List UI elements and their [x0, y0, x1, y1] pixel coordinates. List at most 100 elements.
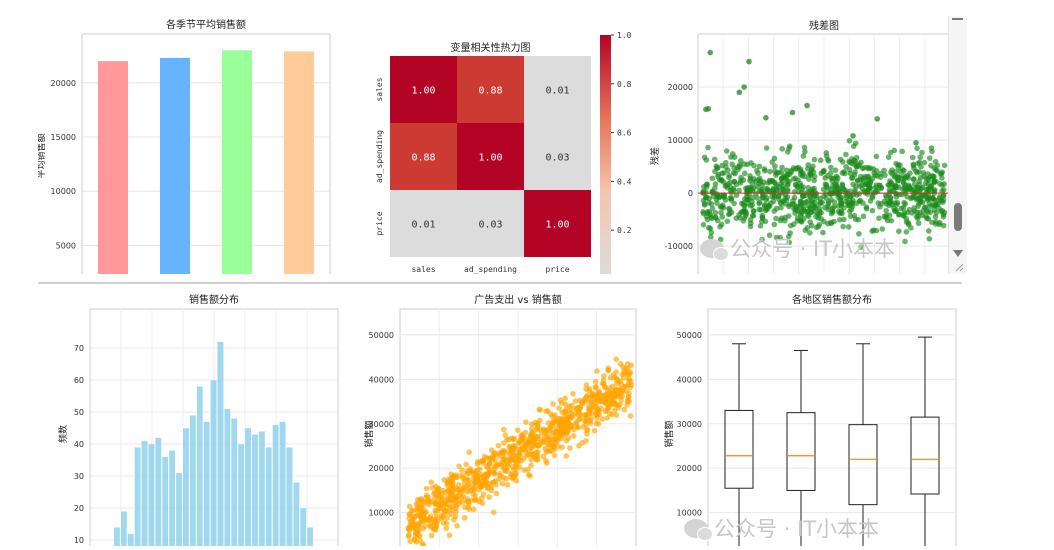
heatmap-cell [457, 123, 524, 190]
adspend-point [510, 456, 517, 462]
histogram-bar [154, 437, 162, 546]
residual-point [843, 151, 849, 158]
adspend-point [613, 356, 619, 362]
adspend-point [514, 446, 521, 453]
adspend-point [406, 527, 413, 534]
residual-point [895, 164, 902, 171]
adspend-point [442, 502, 448, 508]
scroll-thumb[interactable] [954, 203, 962, 231]
residual-point [762, 218, 769, 225]
residual-point [792, 210, 798, 217]
histogram-ytick-label: 70 [74, 344, 84, 353]
residual-point [854, 178, 861, 184]
adspend-point [405, 533, 412, 540]
adspend-point [502, 476, 509, 482]
residual-point [754, 195, 760, 201]
adspend-point [533, 449, 540, 456]
residual-point [847, 213, 854, 219]
residual-point [782, 217, 788, 224]
residual-point [904, 193, 910, 200]
residual-point [940, 192, 947, 199]
residual-point [761, 166, 768, 172]
adspend-point [478, 474, 484, 481]
residual-point [823, 190, 829, 197]
adspend-point [562, 413, 568, 419]
residual-point [802, 227, 809, 234]
residual-point [889, 167, 895, 173]
heatmap-cell-value: 1.00 [545, 220, 569, 231]
histogram-bar [134, 446, 142, 546]
residual-point [929, 173, 936, 179]
adspend-point [589, 390, 596, 397]
residual-point [734, 164, 741, 170]
adspend-point [585, 406, 592, 413]
scroll-down-icon[interactable] [953, 250, 963, 257]
season-chart-ylabel: 平均销售额 [38, 133, 47, 178]
heatmap-cell [390, 190, 457, 257]
histogram-bar [203, 421, 211, 546]
adspend-point [459, 486, 465, 492]
residual-point [908, 225, 914, 231]
residual-point [927, 203, 933, 210]
region-box-2 [786, 349, 816, 546]
adspend-point [538, 439, 544, 445]
adspend-point [549, 421, 555, 427]
residual-point [922, 180, 929, 187]
heatmap-xtick-label: ad_spending [464, 265, 517, 274]
adspend-point [613, 375, 620, 382]
residual-point [900, 204, 907, 211]
residual-point [806, 188, 813, 195]
adspend-point [504, 482, 511, 488]
residual-point [700, 221, 707, 228]
residual-point [852, 140, 859, 147]
histogram-bar [286, 446, 293, 546]
adspend-point [490, 509, 497, 516]
residual-point [823, 195, 829, 201]
histogram-bar [113, 526, 121, 546]
watermark-text: 公众号 · IT小本本 [714, 517, 880, 541]
adspend-point [448, 471, 455, 477]
residual-point [940, 222, 947, 229]
residual-point [939, 169, 946, 175]
adspend-point [563, 437, 570, 444]
residual-point [818, 216, 824, 222]
residual-point [724, 218, 731, 225]
residual-point [757, 223, 764, 229]
season-ytick-label: 20000 [51, 79, 76, 88]
residual-point [825, 203, 832, 210]
adspend-point [495, 461, 501, 468]
residual-point [766, 189, 773, 195]
heatmap-xtick-label: sales [411, 265, 435, 274]
adspend-point [604, 415, 611, 421]
adspend-point [516, 464, 523, 470]
box-iqr [786, 412, 816, 491]
heatmap-cell-value: 0.88 [411, 153, 435, 164]
residual-point [786, 201, 793, 208]
residual-point [845, 224, 852, 230]
histogram-ytick-label: 50 [74, 408, 84, 417]
histogram-bar [175, 472, 183, 546]
adspend-point [604, 407, 610, 414]
adspend-point [609, 390, 616, 397]
adspend-point [586, 386, 593, 392]
residual-point [787, 222, 794, 229]
histogram-bar [161, 456, 169, 546]
adspend-point [464, 496, 471, 502]
histogram-bar [265, 446, 273, 546]
region-box-4 [910, 336, 940, 546]
residual-point [772, 163, 778, 170]
vertical-scrollbar[interactable] [948, 16, 967, 274]
season-ytick-label: 15000 [51, 133, 76, 142]
scroll-up-icon[interactable] [952, 18, 963, 20]
adspend-point [555, 415, 561, 422]
residual-point [784, 194, 791, 200]
adspend-point [594, 368, 600, 374]
resize-grip-icon[interactable] [954, 262, 964, 272]
adspend-point [470, 506, 477, 513]
residual-point [756, 163, 763, 170]
residual-point [757, 178, 764, 185]
residual-point [792, 181, 799, 188]
adspend-point [459, 467, 465, 474]
residual-point [714, 165, 720, 171]
residual-point [709, 175, 716, 182]
